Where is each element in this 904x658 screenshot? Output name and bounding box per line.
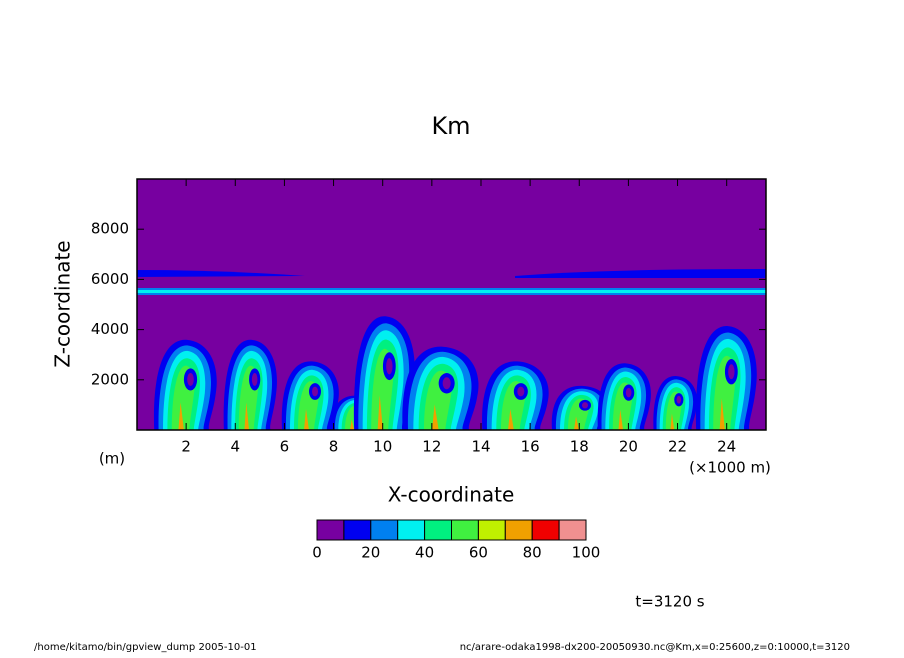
y-tick-label: 6000	[91, 270, 129, 288]
colorbar-box	[397, 519, 426, 541]
x-unit: (×1000 m)	[689, 459, 771, 477]
colorbar-box	[370, 519, 399, 541]
x-tick-label: 24	[717, 438, 736, 456]
y-unit: (m)	[99, 450, 125, 468]
colorbar-box	[316, 519, 345, 541]
x-tick-label: 10	[373, 438, 392, 456]
colorbar-tick-label: 60	[469, 544, 488, 562]
x-tick-label: 2	[181, 438, 191, 456]
footer-right: nc/arare-odaka1998-dx200-20050930.nc@Km,…	[460, 642, 850, 653]
x-axis-label: X-coordinate	[388, 483, 515, 507]
colorbar-box	[451, 519, 479, 541]
x-tick-label: 12	[422, 438, 441, 456]
y-tick-label: 8000	[91, 220, 129, 238]
contour-field	[137, 179, 766, 430]
colorbar-box	[531, 519, 560, 541]
x-tick-label: 20	[619, 438, 638, 456]
colorbar-tick-label: 40	[415, 544, 434, 562]
chart-title: Km	[431, 112, 470, 140]
colorbar-box	[343, 519, 372, 541]
y-axis-label: Z-coordinate	[51, 240, 75, 367]
colorbar-tick-label: 0	[312, 544, 322, 562]
x-tick-label: 22	[668, 438, 687, 456]
colorbar-tick-label: 80	[523, 544, 542, 562]
x-tick-label: 18	[570, 438, 589, 456]
colorbar-tick-label: 100	[572, 544, 601, 562]
colorbar-box	[424, 519, 453, 541]
y-tick-label: 4000	[91, 320, 129, 338]
colorbar-tick-label: 20	[361, 544, 380, 562]
colorbar-box	[477, 519, 506, 541]
x-tick-label: 6	[280, 438, 290, 456]
plot-frame	[136, 178, 767, 431]
x-tick-label: 16	[521, 438, 540, 456]
colorbar-box	[504, 519, 533, 541]
x-tick-label: 8	[329, 438, 339, 456]
colorbar-box	[558, 519, 587, 541]
y-tick-label: 2000	[91, 370, 129, 388]
x-tick-label: 4	[231, 438, 241, 456]
footer-left: /home/kitamo/bin/gpview_dump 2005-10-01	[34, 642, 257, 653]
time-label: t=3120 s	[635, 593, 704, 611]
x-tick-label: 14	[471, 438, 490, 456]
